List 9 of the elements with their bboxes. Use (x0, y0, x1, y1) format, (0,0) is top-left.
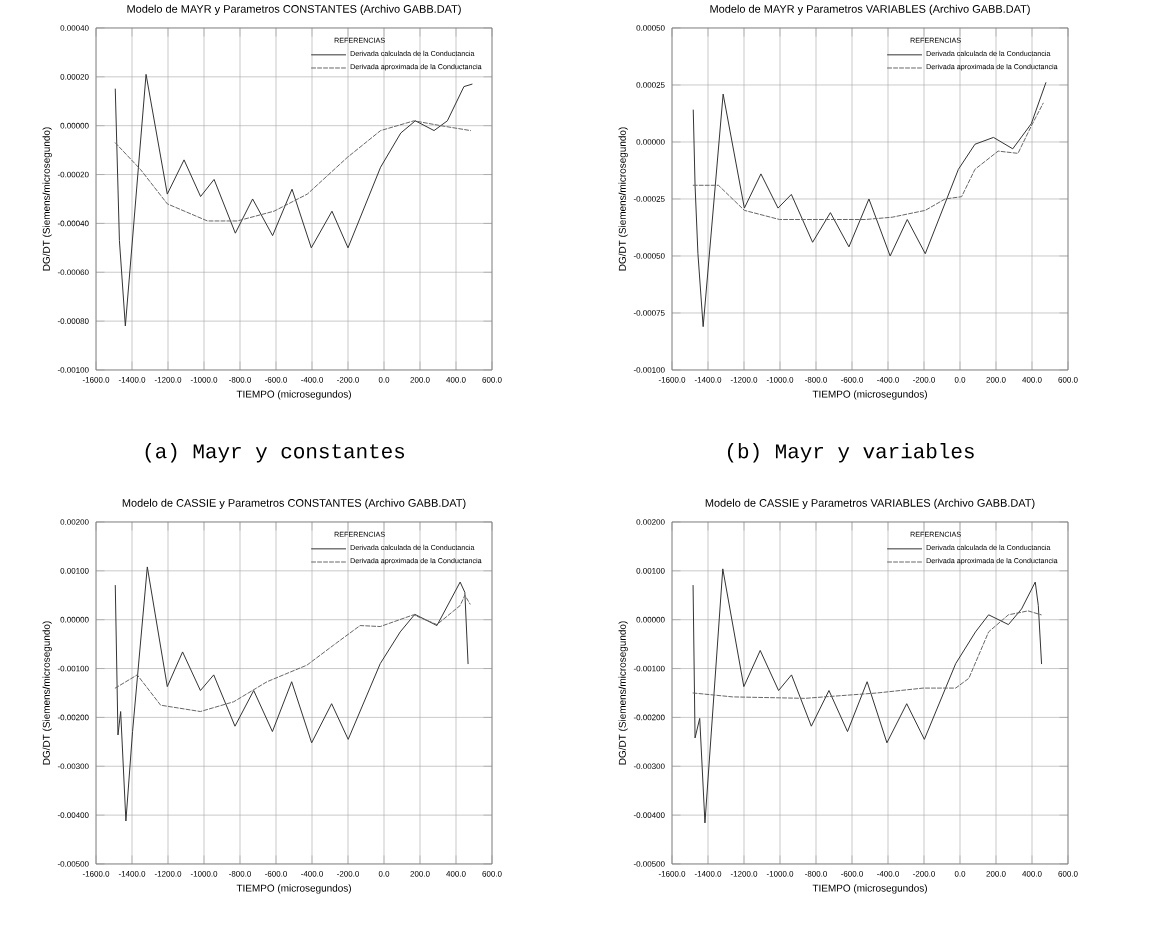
line-series (114, 566, 469, 822)
line-series (692, 82, 1047, 328)
text: (b) Mayr y variables (727, 443, 974, 463)
line-series (692, 610, 1042, 699)
line-series (114, 73, 473, 327)
line-series (114, 594, 471, 713)
text: (a) Mayr y constantes (145, 443, 405, 463)
line-series (114, 120, 472, 222)
line-series (692, 568, 1043, 824)
